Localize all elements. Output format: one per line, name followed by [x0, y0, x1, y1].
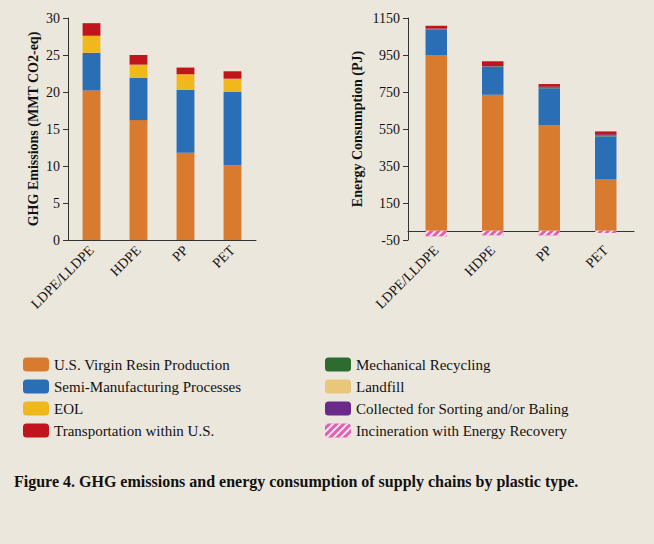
svg-text:PP: PP — [533, 243, 555, 265]
svg-text:Collected for Sorting and/or B: Collected for Sorting and/or Baling — [356, 401, 569, 417]
svg-text:950: 950 — [379, 48, 400, 63]
svg-text:HDPE: HDPE — [107, 243, 143, 279]
svg-text:25: 25 — [46, 48, 60, 63]
svg-text:Energy Consumption (PJ): Energy Consumption (PJ) — [350, 50, 366, 207]
svg-text:0: 0 — [53, 233, 60, 248]
svg-text:1150: 1150 — [373, 11, 400, 26]
svg-text:Transportation within U.S.: Transportation within U.S. — [54, 423, 214, 439]
svg-text:550: 550 — [379, 122, 400, 137]
svg-text:GHG Emissions (MMT CO2-eq): GHG Emissions (MMT CO2-eq) — [26, 31, 42, 226]
svg-text:5: 5 — [53, 196, 60, 211]
svg-text:EOL: EOL — [54, 401, 83, 417]
svg-text:PP: PP — [169, 243, 191, 265]
svg-text:U.S. Virgin Resin Production: U.S. Virgin Resin Production — [54, 357, 230, 373]
svg-text:15: 15 — [46, 122, 60, 137]
svg-text:Incineration with Energy Recov: Incineration with Energy Recovery — [356, 423, 567, 439]
svg-text:PET: PET — [583, 242, 612, 271]
svg-text:-50: -50 — [381, 233, 400, 248]
html-text:Figure 4. GHG emissions and en: Figure 4. GHG emissions and energy consu… — [14, 473, 579, 490]
svg-text:Landfill: Landfill — [356, 379, 404, 395]
svg-text:PET: PET — [210, 242, 239, 271]
svg-text:LDPE/LLDPE: LDPE/LLDPE — [28, 243, 97, 312]
svg-text:750: 750 — [379, 85, 400, 100]
svg-text:30: 30 — [46, 11, 60, 26]
svg-text:Semi-Manufacturing Processes: Semi-Manufacturing Processes — [54, 379, 241, 395]
svg-text:HDPE: HDPE — [462, 243, 498, 279]
svg-text:LDPE/LLDPE: LDPE/LLDPE — [373, 243, 442, 312]
svg-text:150: 150 — [379, 196, 400, 211]
svg-text:10: 10 — [46, 159, 60, 174]
svg-text:20: 20 — [46, 85, 60, 100]
svg-text:Mechanical Recycling: Mechanical Recycling — [356, 357, 491, 373]
svg-text:350: 350 — [379, 159, 400, 174]
